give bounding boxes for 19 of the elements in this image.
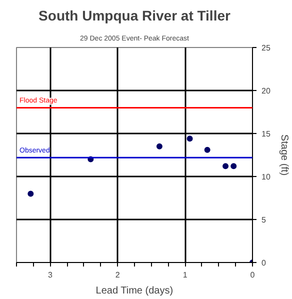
x-tick-label: 2 bbox=[115, 270, 120, 280]
y-tick-label: 5 bbox=[262, 216, 266, 224]
x-axis-title: Lead Time (days) bbox=[96, 286, 174, 296]
point bbox=[204, 146, 210, 153]
y-tick-label: 20 bbox=[262, 86, 271, 96]
y-axis-title: Stage (ft) bbox=[278, 134, 290, 176]
y-tick-label: 25 bbox=[262, 44, 271, 52]
chart-title: South Umpqua River at Tiller bbox=[38, 8, 231, 24]
y-tick-label: 0 bbox=[262, 258, 266, 268]
point bbox=[156, 143, 162, 150]
point bbox=[28, 190, 34, 197]
x-tick-label: 1 bbox=[182, 270, 188, 280]
y-tick-label: 15 bbox=[262, 130, 271, 138]
x-tick-label: 0 bbox=[250, 270, 256, 280]
point bbox=[230, 163, 237, 170]
point bbox=[222, 163, 229, 170]
point bbox=[186, 136, 193, 142]
x-tick-label: 3 bbox=[48, 270, 53, 280]
y-tick-label: 10 bbox=[262, 172, 271, 182]
